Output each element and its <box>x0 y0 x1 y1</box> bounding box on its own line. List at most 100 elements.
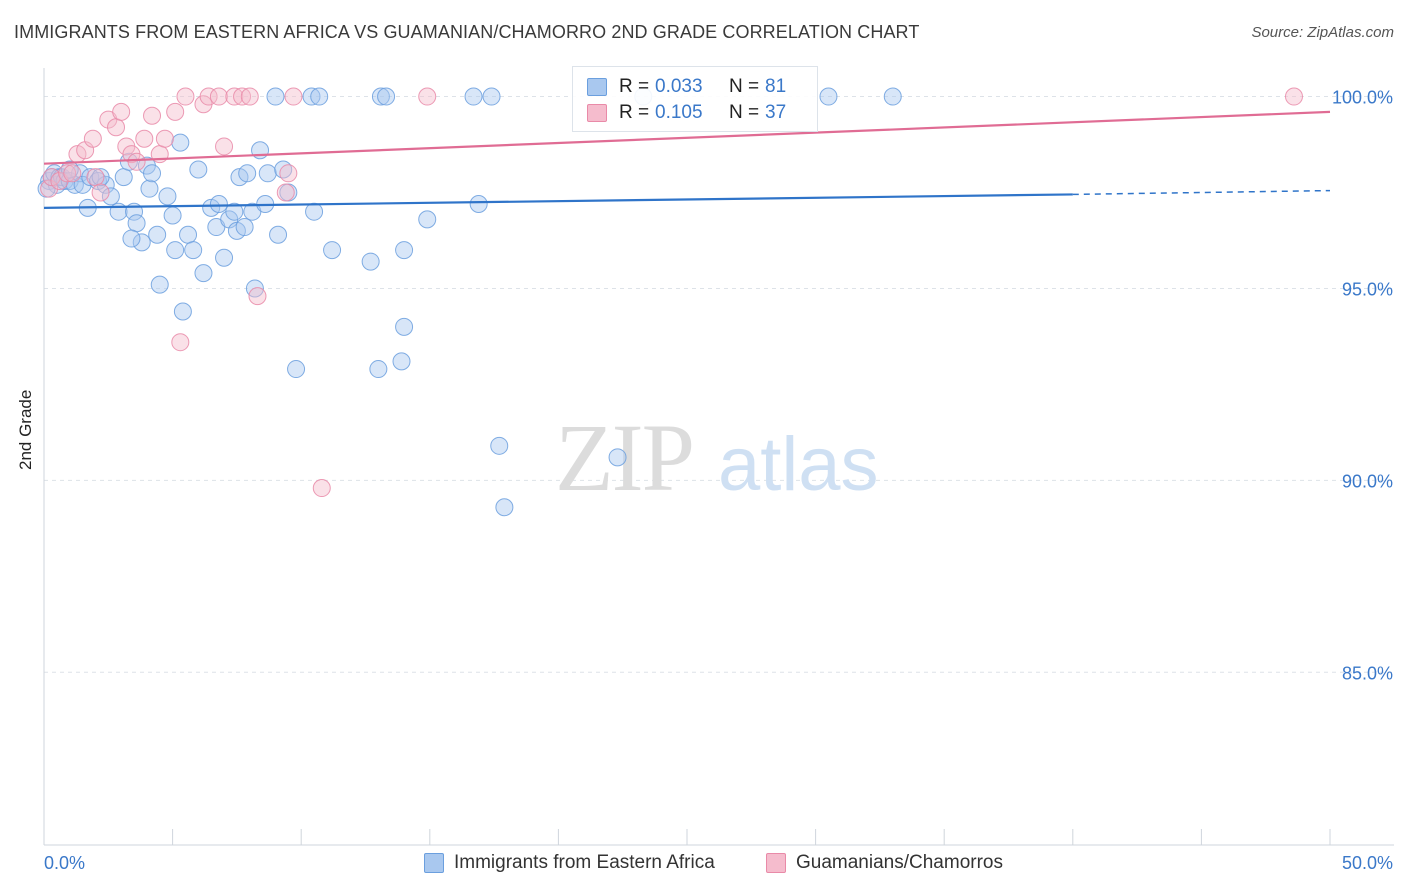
data-point <box>158 187 177 206</box>
legend-swatch-eastern-africa <box>424 853 444 873</box>
tick-labels: 85.0% 90.0% 95.0% 100.0% 0.0% 50.0% <box>44 88 1393 873</box>
data-point <box>127 152 146 171</box>
series-guamanians-chamorros <box>40 87 1303 498</box>
data-point <box>395 241 414 260</box>
data-point <box>209 87 228 106</box>
stats-swatch-guamanians <box>587 104 607 122</box>
data-point <box>883 87 902 106</box>
data-point <box>418 87 437 106</box>
data-point <box>819 87 838 106</box>
data-point <box>323 241 342 260</box>
trend-line <box>43 193 1073 209</box>
data-point <box>464 87 483 106</box>
data-point <box>312 479 331 498</box>
chart-title: IMMIGRANTS FROM EASTERN AFRICA VS GUAMAN… <box>14 22 920 42</box>
data-point <box>127 214 146 233</box>
data-point <box>233 87 252 106</box>
legend-item-guamanians[interactable]: Guamanians/Chamorros <box>766 852 1003 874</box>
data-point <box>112 102 131 121</box>
data-point <box>302 87 321 106</box>
x-tick-label-start: 0.0% <box>44 853 85 873</box>
x-tick-label-end: 50.0% <box>1342 853 1393 873</box>
data-point <box>215 248 234 267</box>
data-point <box>377 87 396 106</box>
data-point <box>490 436 509 455</box>
stats-row-eastern-africa: R = 0.033 N = 81 <box>587 75 786 99</box>
source-label: Source: ZipAtlas.com <box>1251 24 1394 41</box>
gridlines <box>44 96 1394 673</box>
watermark-zip: ZIP <box>555 404 693 511</box>
data-point <box>155 129 174 148</box>
legend-swatch-guamanians <box>766 853 786 873</box>
trend-lines <box>43 110 1331 209</box>
data-point <box>171 333 190 352</box>
data-point <box>266 87 285 106</box>
data-point <box>287 360 306 379</box>
data-point <box>199 87 218 106</box>
y-tick-label: 85.0% <box>1342 663 1393 683</box>
watermark-atlas: atlas <box>718 422 879 507</box>
series-immigrants-eastern-africa <box>37 87 902 517</box>
data-point <box>83 129 102 148</box>
trend-line <box>43 110 1331 165</box>
stats-box: R = 0.033 N = 81 R = 0.105 N = 37 <box>572 66 818 132</box>
data-point <box>310 87 329 106</box>
data-point <box>392 352 411 371</box>
data-point <box>269 225 288 244</box>
data-point <box>135 129 154 148</box>
data-point <box>284 87 303 106</box>
data-point <box>150 275 169 294</box>
legend-item-eastern-africa[interactable]: Immigrants from Eastern Africa <box>424 852 715 874</box>
data-point <box>71 164 90 183</box>
data-point <box>132 233 151 252</box>
data-point <box>371 87 390 106</box>
data-point <box>215 137 234 156</box>
data-point <box>148 225 167 244</box>
y-tick-label: 100.0% <box>1332 88 1393 108</box>
data-point <box>235 218 254 237</box>
data-point <box>163 206 182 225</box>
data-point <box>140 179 159 198</box>
data-point <box>184 241 203 260</box>
r-label: R = <box>619 76 650 97</box>
data-point <box>40 179 59 198</box>
data-point <box>173 302 192 321</box>
legend-label: Guamanians/Chamorros <box>796 852 1003 873</box>
data-point <box>107 118 126 137</box>
data-point <box>122 229 141 248</box>
data-point <box>469 195 488 214</box>
data-point <box>482 87 501 106</box>
data-point <box>58 164 77 183</box>
data-point <box>258 164 277 183</box>
data-point <box>279 164 298 183</box>
watermark: ZIP atlas <box>555 404 879 511</box>
data-point <box>418 210 437 229</box>
data-point <box>225 202 244 221</box>
data-point <box>166 241 185 260</box>
data-point <box>225 87 244 106</box>
data-point <box>114 168 133 187</box>
r-label: R = <box>619 102 650 123</box>
data-point <box>1284 87 1303 106</box>
n-label: N = <box>729 76 760 97</box>
data-point <box>101 187 120 206</box>
n-label: N = <box>729 102 760 123</box>
axes <box>43 68 1394 846</box>
n-value: 81 <box>765 76 787 97</box>
data-point <box>189 160 208 179</box>
data-point <box>166 102 185 121</box>
data-point <box>91 183 110 202</box>
data-point <box>495 498 514 517</box>
y-tick-label: 95.0% <box>1342 279 1393 299</box>
data-point <box>63 164 82 183</box>
r-value: 0.033 <box>655 76 703 97</box>
r-value: 0.105 <box>655 102 703 123</box>
data-point <box>361 252 380 271</box>
data-point <box>194 264 213 283</box>
data-point <box>91 168 110 187</box>
data-point <box>369 360 388 379</box>
data-point <box>276 183 295 202</box>
data-point <box>248 287 267 306</box>
data-point <box>209 195 228 214</box>
